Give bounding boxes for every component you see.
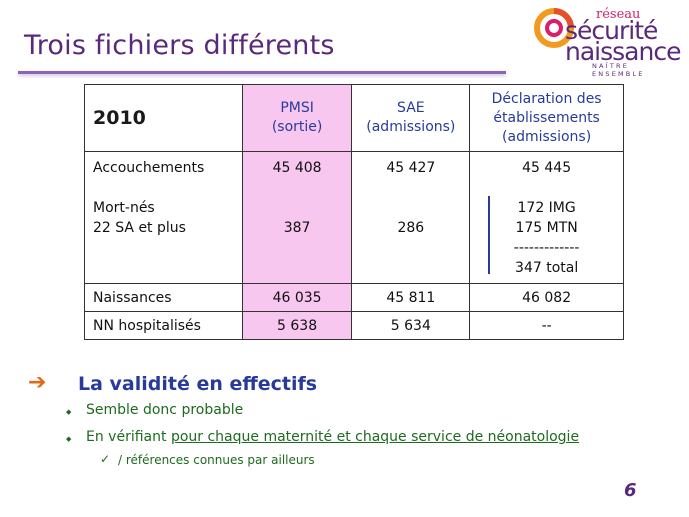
pmsi-mort-nes: 387	[283, 220, 311, 237]
bullet-item-2-underlined: pour chaque maternité et chaque service …	[170, 429, 580, 445]
diamond-bullet-icon: ◆	[66, 435, 72, 443]
decl-img: 172 IMG	[517, 200, 576, 217]
sub-bullet-1: / références connues par ailleurs	[118, 453, 315, 467]
label-mort-nes: Mort-nés	[93, 200, 155, 217]
header-pmsi: PMSI (sortie)	[241, 83, 353, 153]
header-declaration: Déclaration des établissements (admissio…	[469, 83, 624, 153]
table-row-nn: NN hospitalisés 5 638 5 634 --	[84, 311, 624, 340]
logo-line2: naissance	[565, 37, 681, 66]
nn-pmsi: 5 638	[241, 311, 353, 340]
arrow-bullet-icon: ➔	[28, 370, 47, 395]
header-decl-line3: (admissions)	[502, 128, 592, 145]
header-sae: SAE (admissions)	[351, 83, 471, 153]
naissances-decl: 46 082	[469, 283, 624, 313]
naissances-pmsi: 46 035	[241, 283, 353, 313]
page-number: 6	[624, 480, 637, 501]
nn-decl: --	[469, 311, 624, 340]
checkmark-icon: ✓	[100, 452, 111, 466]
naissances-sae: 45 811	[351, 283, 471, 313]
nn-sae: 5 634	[351, 311, 471, 340]
label-accouchements: Accouchements	[93, 160, 205, 177]
header-pmsi-line1: PMSI	[280, 100, 314, 117]
logo-swirl-icon	[534, 8, 574, 48]
table-row-main: Accouchements Mort-nés 22 SA et plus 45 …	[84, 151, 624, 285]
pmsi-accouchements: 45 408	[272, 160, 322, 177]
sae-main-cell: 45 427 286	[351, 151, 471, 285]
bullet-item-2: En vérifiant pour chaque maternité et ch…	[86, 429, 579, 445]
title-underline	[18, 71, 506, 74]
table-row-naissances: Naissances 46 035 45 811 46 082	[84, 283, 624, 313]
header-decl-line2: établissements	[493, 109, 600, 126]
header-row: 2010 PMSI (sortie) SAE (admissions) Décl…	[84, 83, 624, 153]
nn-label: NN hospitalisés	[84, 311, 243, 340]
decl-main-cell: 45 445 172 IMG 175 MTN ------------- 347…	[469, 151, 624, 285]
decl-total: 347 total	[515, 260, 579, 277]
logo-tagline: NAÎTRE ENSEMBLE	[592, 62, 645, 78]
decl-bracket	[488, 196, 491, 275]
row-main-label: Accouchements Mort-nés 22 SA et plus	[84, 151, 243, 285]
header-sae-line1: SAE	[397, 100, 425, 117]
header-pmsi-line2: (sortie)	[271, 119, 323, 136]
naissances-label: Naissances	[84, 283, 243, 313]
sae-accouchements: 45 427	[386, 160, 436, 177]
logo-line1: sécurité	[565, 16, 658, 45]
decl-mtn: 175 MTN	[515, 220, 578, 237]
pmsi-main-cell: 45 408 387	[241, 151, 353, 285]
bullet-item-2-prefix: En vérifiant	[86, 429, 171, 445]
validity-heading: La validité en effectifs	[78, 373, 318, 395]
bullet-item-1: Semble donc probable	[86, 402, 244, 418]
year-cell: 2010	[84, 83, 243, 153]
decl-accouchements: 45 445	[522, 160, 572, 177]
sae-mort-nes: 286	[397, 220, 425, 237]
slide-title: Trois fichiers différents	[24, 30, 335, 61]
diamond-bullet-icon: ◆	[66, 408, 72, 416]
header-decl-line1: Déclaration des	[491, 90, 602, 107]
label-22sa: 22 SA et plus	[93, 220, 186, 237]
reseau-logo: réseau sécurité naissance NAÎTRE ENSEMBL…	[532, 4, 684, 78]
logo-reseau-text: réseau	[596, 7, 641, 22]
header-sae-line2: (admissions)	[366, 119, 456, 136]
data-table: 2010 PMSI (sortie) SAE (admissions) Décl…	[84, 83, 624, 340]
decl-separator: -------------	[513, 240, 580, 257]
